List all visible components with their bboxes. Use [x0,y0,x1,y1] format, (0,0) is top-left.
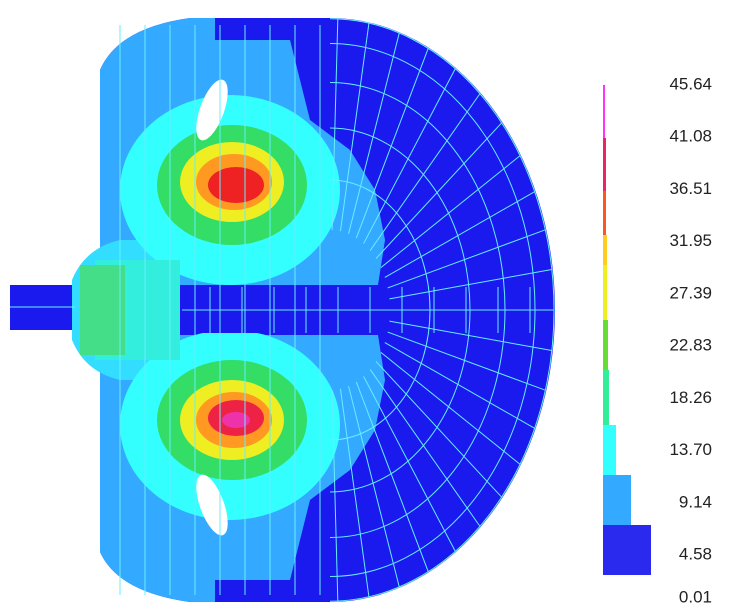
legend-band [603,265,607,320]
legend-band [603,475,631,525]
legend-band [603,85,605,138]
legend-band [603,525,651,575]
legend-label: 4.58 [679,544,712,563]
stress-zone-peak [222,412,250,428]
legend-band [603,370,609,425]
legend-label: 18.26 [669,388,712,407]
legend-label: 9.14 [679,492,712,511]
legend-label: 45.64 [669,74,712,93]
legend-band [603,235,607,265]
legend-label: 27.39 [669,283,712,302]
legend-label: 41.08 [669,127,712,146]
legend-band [603,425,616,475]
legend-band [603,138,606,191]
legend-label: 31.95 [669,231,712,250]
legend-label: 0.01 [679,587,712,606]
page: 45.64 41.08 36.51 31.95 27.39 22.83 18.26 13.70… [0,0,746,615]
legend-label: 13.70 [669,440,712,459]
legend-label: 36.51 [669,179,712,198]
fem-model [10,18,555,602]
legend: 45.64 41.08 36.51 31.95 27.39 22.83 18.26 13.70… [603,74,712,606]
stress-zone-red [208,167,264,203]
contour-plot: 45.64 41.08 36.51 31.95 27.39 22.83 18.26 13.70… [0,0,746,615]
legend-label: 22.83 [669,336,712,355]
stress-zone-green [80,265,125,355]
legend-band [603,320,608,370]
legend-band [603,191,606,235]
